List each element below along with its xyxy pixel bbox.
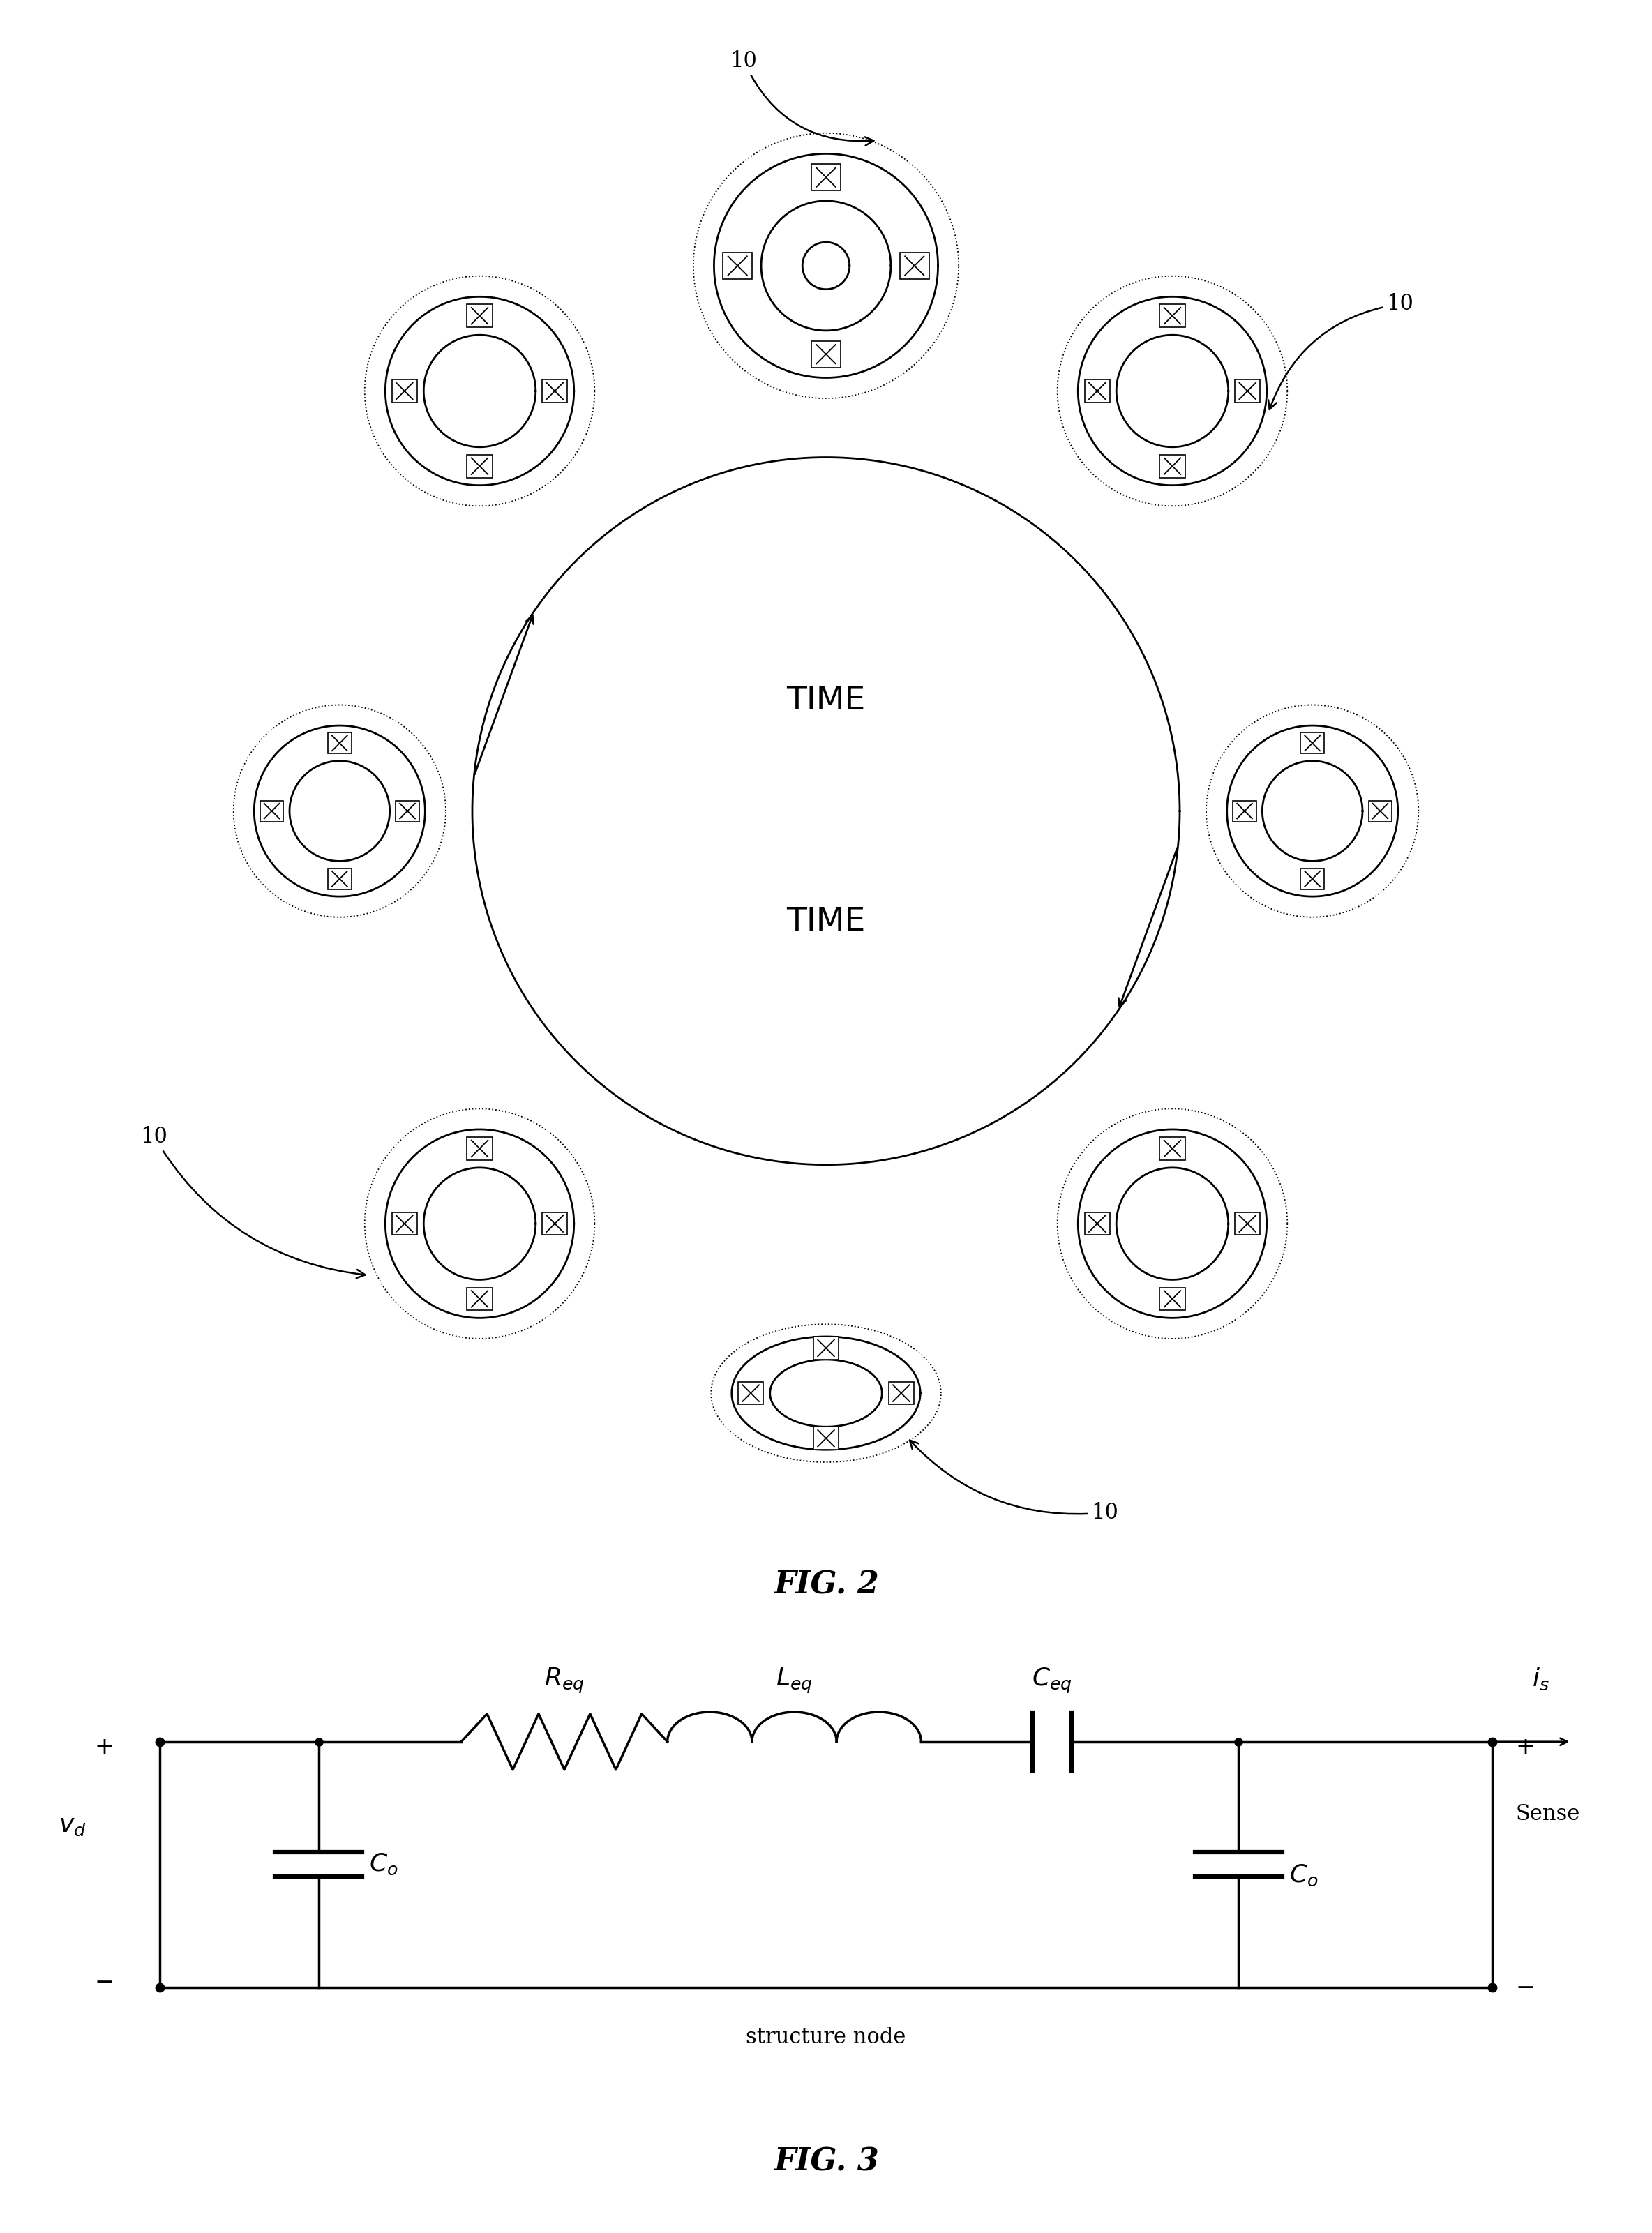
- Bar: [813, 1427, 839, 1449]
- Bar: [392, 380, 416, 402]
- Bar: [1236, 380, 1260, 402]
- Bar: [468, 304, 492, 328]
- Bar: [738, 1382, 763, 1405]
- Text: 10: 10: [140, 1125, 365, 1277]
- Bar: [392, 1213, 416, 1235]
- Bar: [1160, 1288, 1184, 1311]
- Text: FIG. 3: FIG. 3: [773, 2148, 879, 2177]
- Bar: [1300, 869, 1323, 889]
- Bar: [811, 165, 841, 190]
- Text: TIME: TIME: [786, 686, 866, 717]
- Bar: [468, 1137, 492, 1159]
- Text: $i_s$: $i_s$: [1531, 1666, 1550, 1693]
- Bar: [1368, 799, 1393, 822]
- Bar: [724, 252, 752, 279]
- Bar: [1232, 799, 1256, 822]
- Bar: [1160, 1137, 1184, 1159]
- Bar: [542, 380, 567, 402]
- Text: $C_{eq}$: $C_{eq}$: [1032, 1666, 1072, 1695]
- Bar: [813, 1338, 839, 1360]
- Bar: [542, 1213, 567, 1235]
- Bar: [811, 342, 841, 366]
- Bar: [396, 799, 420, 822]
- Text: $v_d$: $v_d$: [59, 1813, 86, 1838]
- Text: +: +: [1517, 1735, 1535, 1760]
- Bar: [900, 252, 928, 279]
- Text: −: −: [1517, 1976, 1535, 1999]
- Text: 10: 10: [1269, 293, 1412, 409]
- Text: $C_o$: $C_o$: [370, 1851, 398, 1878]
- Bar: [329, 732, 352, 755]
- Bar: [1160, 304, 1184, 328]
- Bar: [1236, 1213, 1260, 1235]
- Text: structure node: structure node: [747, 2028, 905, 2048]
- Bar: [889, 1382, 914, 1405]
- Bar: [468, 456, 492, 478]
- Text: Sense: Sense: [1517, 1804, 1581, 1824]
- Bar: [468, 1288, 492, 1311]
- Text: 10: 10: [730, 49, 874, 145]
- Text: 10: 10: [910, 1440, 1118, 1523]
- Bar: [1300, 732, 1323, 755]
- Text: FIG. 2: FIG. 2: [773, 1570, 879, 1601]
- Bar: [259, 799, 284, 822]
- Bar: [1160, 456, 1184, 478]
- Text: $R_{eq}$: $R_{eq}$: [544, 1666, 585, 1695]
- Text: −: −: [94, 1972, 114, 1994]
- Text: $L_{eq}$: $L_{eq}$: [776, 1666, 813, 1695]
- Text: +: +: [94, 1735, 114, 1760]
- Bar: [329, 869, 352, 889]
- Bar: [1085, 1213, 1110, 1235]
- Text: $C_o$: $C_o$: [1289, 1862, 1318, 1889]
- Text: TIME: TIME: [786, 907, 866, 938]
- Bar: [1085, 380, 1110, 402]
